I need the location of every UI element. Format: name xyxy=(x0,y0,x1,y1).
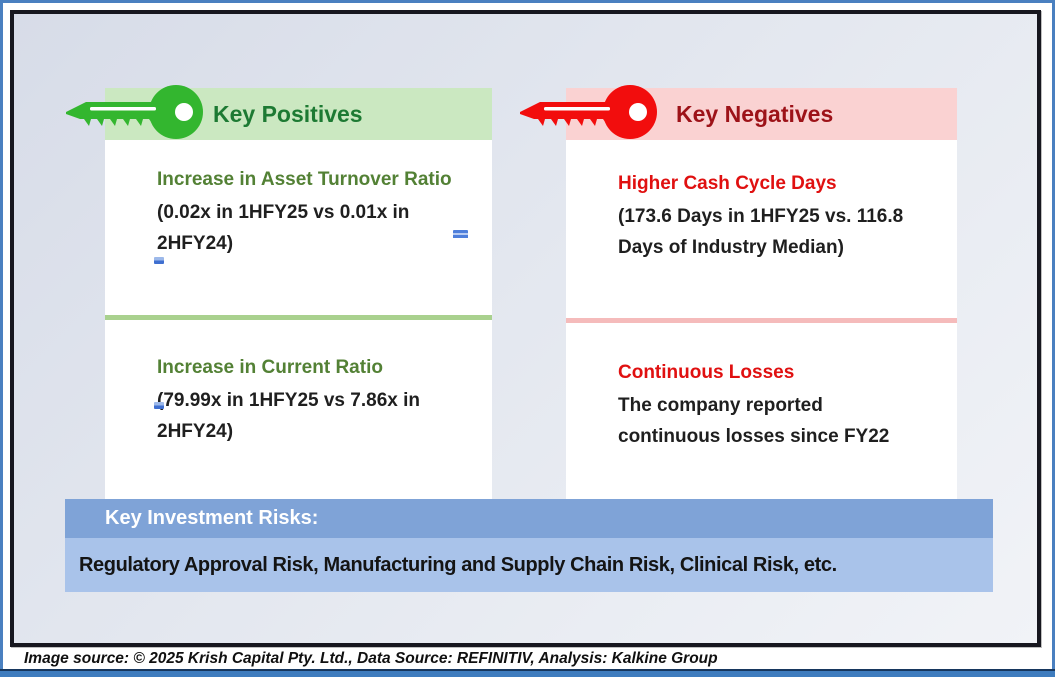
frame-right-line xyxy=(1052,0,1055,677)
key-investment-risks-text: Regulatory Approval Risk, Manufacturing … xyxy=(79,553,837,576)
equals-mark-icon xyxy=(453,230,468,240)
positive-item-detail: (0.02x in 1HFY25 vs 0.01x in 2HFY24) xyxy=(157,202,410,254)
image-source-text: Image source: © 2025 Krish Capital Pty. … xyxy=(24,650,718,667)
key-positives-title: Key Positives xyxy=(213,100,363,127)
positive-item-detail: (79.99x in 1HFY25 vs 7.86x in 2HFY24) xyxy=(157,390,420,442)
negative-item-title: Higher Cash Cycle Days xyxy=(618,173,837,194)
green-key-icon xyxy=(66,85,203,139)
frame-top-line xyxy=(0,0,1055,3)
green-divider xyxy=(105,315,492,320)
positives-card: Increase in Asset Turnover Ratio (0.02x … xyxy=(105,140,492,501)
footnote-mark-icon xyxy=(154,402,164,409)
bottom-blue-bar xyxy=(0,669,1055,677)
key-investment-risks-title: Key Investment Risks: xyxy=(105,507,319,529)
footer-strip: Image source: © 2025 Krish Capital Pty. … xyxy=(14,649,1042,669)
key-negatives-title: Key Negatives xyxy=(676,100,834,127)
pink-divider xyxy=(566,318,957,323)
negative-item: Higher Cash Cycle Days (173.6 Days in 1H… xyxy=(618,168,910,263)
red-key-icon xyxy=(520,85,657,139)
negative-item-detail: The company reported continuous losses s… xyxy=(618,395,890,447)
footnote-mark-icon xyxy=(154,257,164,264)
negatives-card: Higher Cash Cycle Days (173.6 Days in 1H… xyxy=(566,140,957,501)
key-investment-risks-header: Key Investment Risks: xyxy=(65,499,993,538)
positive-item: Increase in Asset Turnover Ratio (0.02x … xyxy=(157,164,469,259)
negative-item: Continuous Losses The company reported c… xyxy=(618,357,910,452)
positive-item-title: Increase in Current Ratio xyxy=(157,357,383,378)
positive-item: Increase in Current Ratio (79.99x in 1HF… xyxy=(157,352,469,447)
positive-item-title: Increase in Asset Turnover Ratio xyxy=(157,169,452,190)
negative-item-title: Continuous Losses xyxy=(618,362,795,383)
frame-left-line xyxy=(0,0,3,677)
key-investment-risks-body: Regulatory Approval Risk, Manufacturing … xyxy=(65,538,993,592)
negative-item-detail: (173.6 Days in 1HFY25 vs. 116.8 Days of … xyxy=(618,206,904,258)
